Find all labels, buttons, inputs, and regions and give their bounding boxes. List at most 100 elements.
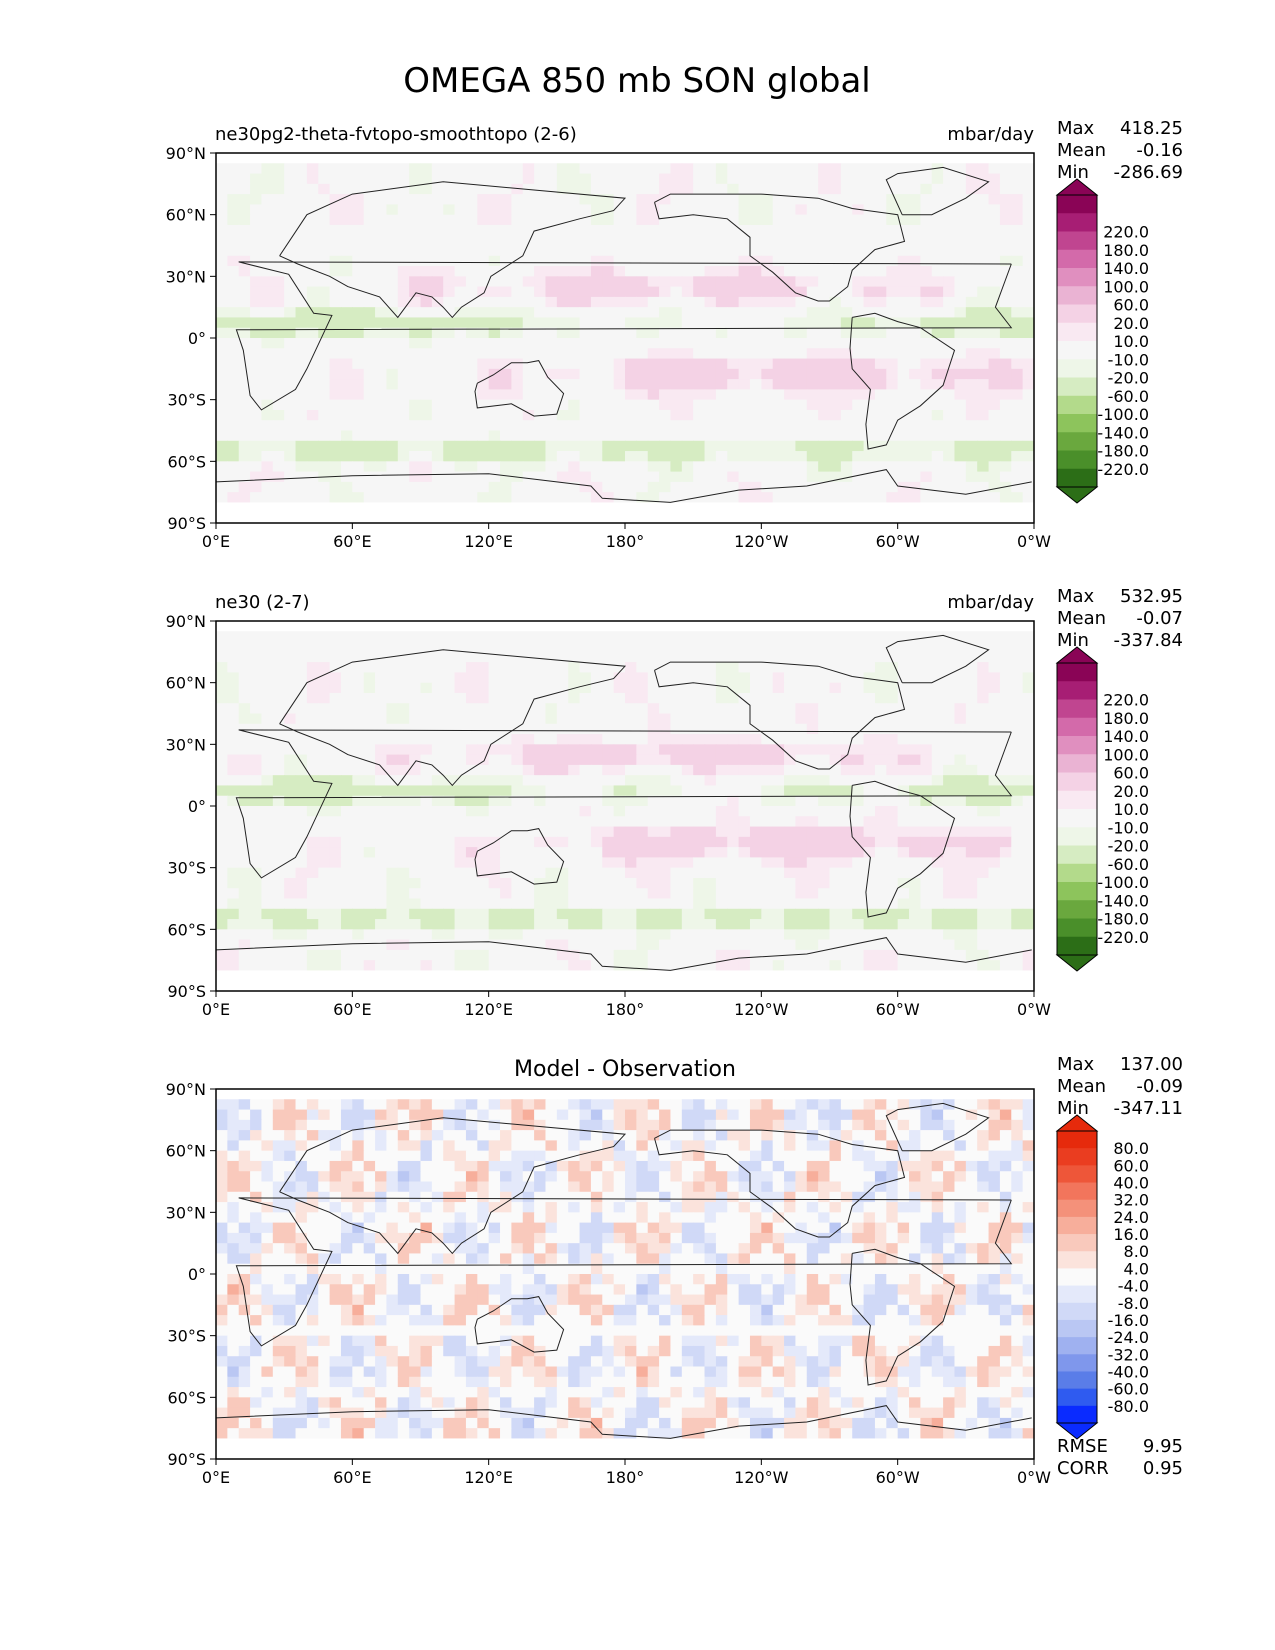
field-cell — [749, 440, 762, 452]
field-cell — [693, 214, 706, 226]
field-cell — [784, 713, 797, 725]
field-cell — [681, 512, 694, 524]
field-cell — [590, 754, 603, 766]
field-cell — [409, 492, 422, 504]
field-cell — [477, 631, 490, 643]
field-cell — [465, 826, 478, 838]
field-cell — [636, 836, 649, 848]
field-cell — [749, 461, 762, 473]
field-cell — [272, 204, 285, 216]
field-cell — [1011, 461, 1024, 473]
field-cell — [272, 461, 285, 473]
field-cell — [840, 651, 853, 663]
field-cell — [681, 672, 694, 684]
field-cell — [863, 826, 876, 838]
field-cell — [272, 153, 285, 164]
field-cell — [443, 430, 456, 442]
field-cell — [238, 461, 251, 473]
field-cell — [522, 908, 535, 920]
field-cell — [272, 785, 285, 797]
field-cell — [806, 420, 819, 432]
field-cell — [590, 692, 603, 704]
field-cell — [579, 847, 592, 858]
field-cell — [590, 908, 603, 920]
field-cell — [863, 672, 876, 684]
field-cell — [443, 867, 456, 879]
field-cell — [795, 358, 808, 370]
field-cell — [647, 266, 660, 277]
field-cell — [636, 307, 649, 319]
field-cell — [999, 307, 1012, 319]
field-cell — [318, 451, 331, 462]
field-cell — [261, 929, 274, 941]
field-cell — [659, 775, 672, 787]
field-cell — [375, 492, 388, 504]
field-cell — [352, 461, 365, 473]
field-cell — [420, 379, 433, 390]
field-cell — [749, 651, 762, 663]
field-cell — [306, 379, 319, 390]
field-cell — [625, 764, 637, 776]
field-cell — [965, 502, 978, 514]
field-cell — [806, 440, 819, 452]
field-cell — [727, 502, 740, 514]
field-cell — [988, 214, 1001, 226]
field-cell — [670, 327, 683, 339]
field-cell — [590, 368, 603, 380]
field-cell — [829, 877, 842, 889]
field-cell — [522, 795, 535, 807]
field-cell — [363, 481, 376, 493]
field-cell — [318, 908, 331, 920]
field-cell — [806, 847, 819, 858]
field-cell — [965, 682, 978, 694]
field-cell — [727, 754, 740, 766]
field-cell — [613, 877, 626, 889]
field-cell — [556, 276, 569, 288]
field-cell — [681, 235, 694, 247]
field-cell — [863, 898, 876, 910]
field-cell — [943, 703, 956, 715]
field-cell — [590, 276, 603, 288]
field-cell — [250, 682, 263, 694]
field-cell — [500, 908, 512, 920]
colorbar-frame — [1056, 194, 1098, 488]
field-cell — [749, 358, 762, 370]
field-cell — [284, 327, 297, 339]
field-cell — [1022, 451, 1035, 462]
field-cell — [670, 641, 683, 653]
field-cell — [375, 754, 388, 766]
field-cell — [886, 358, 899, 370]
field-cell — [795, 713, 808, 725]
field-cell — [931, 764, 944, 776]
field-cell — [295, 775, 308, 787]
field-cell — [431, 621, 444, 632]
field-cell — [1022, 471, 1035, 483]
field-cell — [761, 245, 774, 257]
field-cell — [704, 204, 717, 216]
field-cell — [522, 919, 535, 930]
field-cell — [386, 153, 399, 164]
field-cell — [829, 194, 842, 205]
field-cell — [284, 836, 297, 848]
field-cell — [863, 754, 876, 766]
field-cell — [704, 898, 717, 910]
field-cell — [238, 327, 251, 339]
field-cell — [465, 857, 478, 869]
field-cell — [863, 451, 876, 462]
field-cell — [784, 296, 797, 308]
field-cell — [443, 276, 456, 288]
field-cell — [738, 245, 751, 257]
field-cell — [636, 682, 649, 694]
field-cell — [477, 502, 490, 514]
field-cell — [965, 877, 978, 889]
field-cell — [670, 389, 683, 401]
field-cell — [397, 173, 410, 185]
field-cell — [386, 692, 399, 704]
field-cell — [625, 245, 637, 257]
field-cell — [909, 867, 921, 879]
field-cell — [511, 224, 524, 236]
field-cell — [863, 163, 876, 175]
field-cell — [772, 194, 785, 205]
field-cell — [977, 235, 990, 247]
field-cell — [840, 276, 853, 288]
